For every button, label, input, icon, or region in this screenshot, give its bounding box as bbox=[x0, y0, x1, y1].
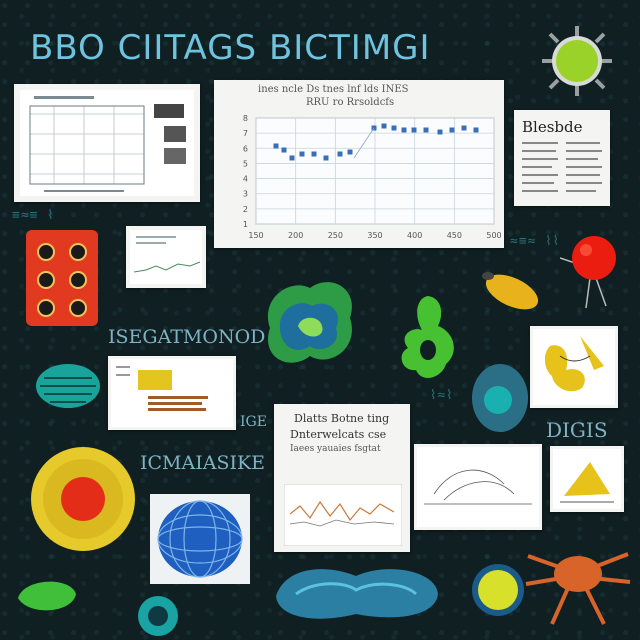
doc-line-3: Iaees yauaies fsgtat bbox=[290, 444, 381, 454]
teal-ring-icon bbox=[134, 592, 182, 640]
yellow-sketch-card bbox=[550, 446, 624, 512]
sketch-card bbox=[414, 444, 542, 530]
label-mid-word: ICMAIASIKE bbox=[140, 452, 266, 474]
chart-title-line-2: RRU ro Rrsoldcfs bbox=[306, 97, 395, 108]
orange-crab-icon bbox=[522, 528, 634, 632]
label-left-word: ISEGATMONOD bbox=[108, 326, 266, 348]
yellow-capsule-icon bbox=[474, 266, 544, 316]
doc-line-2: Dnterwelcats cse bbox=[290, 428, 387, 441]
teal-fuzzy-organism-icon bbox=[266, 556, 446, 626]
label-right-word: DIGIS bbox=[546, 418, 608, 442]
doc-line-1: Dlatts Botne ting bbox=[294, 412, 390, 425]
y-tick-label: 4 bbox=[243, 175, 248, 184]
blue-mesh-sphere-icon bbox=[150, 494, 250, 584]
series-connector bbox=[353, 127, 375, 159]
yellow-chart-card bbox=[108, 356, 236, 430]
data-point bbox=[381, 123, 387, 129]
green-cell-icon bbox=[540, 24, 614, 98]
book-page: Blesbde bbox=[514, 110, 610, 206]
x-tick-label: 500 bbox=[486, 231, 501, 240]
x-tick-label: 450 bbox=[447, 231, 462, 240]
main-chart-plot: 150 200 250 350 400 450 500 1 2 3 4 5 6 7 8 bbox=[243, 114, 502, 240]
yellow-green-ball-icon bbox=[468, 560, 528, 620]
yellow-specimen-card bbox=[530, 326, 618, 408]
yellow-sun-cell-icon bbox=[28, 444, 138, 554]
data-point bbox=[473, 127, 479, 133]
small-figure-card bbox=[126, 226, 206, 288]
data-point bbox=[347, 149, 353, 155]
data-point bbox=[391, 125, 397, 131]
data-point bbox=[289, 155, 295, 161]
red-well-plate bbox=[24, 228, 100, 328]
decorative-scribble: ⌇≈⌇ bbox=[430, 388, 454, 403]
data-point bbox=[449, 127, 455, 133]
x-tick-label: 200 bbox=[288, 231, 303, 240]
y-tick-label: 5 bbox=[243, 159, 248, 168]
y-tick-label: 2 bbox=[243, 205, 248, 214]
data-point bbox=[337, 151, 343, 157]
green-leaf-icon bbox=[14, 574, 80, 618]
data-point bbox=[461, 125, 467, 131]
label-small-word: IGE bbox=[240, 414, 267, 430]
y-tick-label: 1 bbox=[243, 220, 248, 229]
page-title: BBO CIITAGS BICTIMGI bbox=[30, 28, 431, 68]
report-doc-card: Dlatts Botne ting Dnterwelcats cse Iaees… bbox=[274, 404, 410, 552]
main-scatter-chart: ines ncle Ds tnes lnf lds INES RRU ro Rr… bbox=[214, 80, 504, 248]
x-tick-label: 250 bbox=[328, 231, 343, 240]
decorative-scribble: ≈≡≈ ⌇⌇ bbox=[510, 234, 561, 249]
data-point bbox=[411, 127, 417, 133]
teal-cell-icon bbox=[468, 360, 532, 436]
y-tick-label: 7 bbox=[243, 129, 248, 138]
data-point bbox=[401, 127, 407, 133]
data-point bbox=[423, 127, 429, 133]
y-tick-label: 6 bbox=[243, 144, 248, 153]
y-tick-label: 8 bbox=[243, 114, 248, 123]
green-amoeba-icon bbox=[392, 292, 464, 388]
green-organism-icon bbox=[250, 268, 370, 378]
data-point bbox=[311, 151, 317, 157]
data-table-card bbox=[14, 84, 200, 202]
data-point bbox=[323, 155, 329, 161]
data-point bbox=[281, 147, 287, 153]
data-point bbox=[273, 143, 279, 149]
y-tick-label: 3 bbox=[243, 190, 248, 199]
x-tick-label: 400 bbox=[407, 231, 422, 240]
data-point bbox=[437, 129, 443, 135]
data-point bbox=[299, 151, 305, 157]
x-tick-label: 350 bbox=[367, 231, 382, 240]
red-sphere-icon bbox=[560, 228, 632, 310]
teal-ribbed-organism-icon bbox=[30, 356, 106, 414]
book-title: Blesbde bbox=[522, 118, 583, 136]
x-tick-label: 150 bbox=[248, 231, 263, 240]
chart-title-line-1: ines ncle Ds tnes lnf lds INES bbox=[258, 84, 409, 95]
decorative-scribble: ≡≈≡ ⌇ bbox=[12, 208, 55, 223]
